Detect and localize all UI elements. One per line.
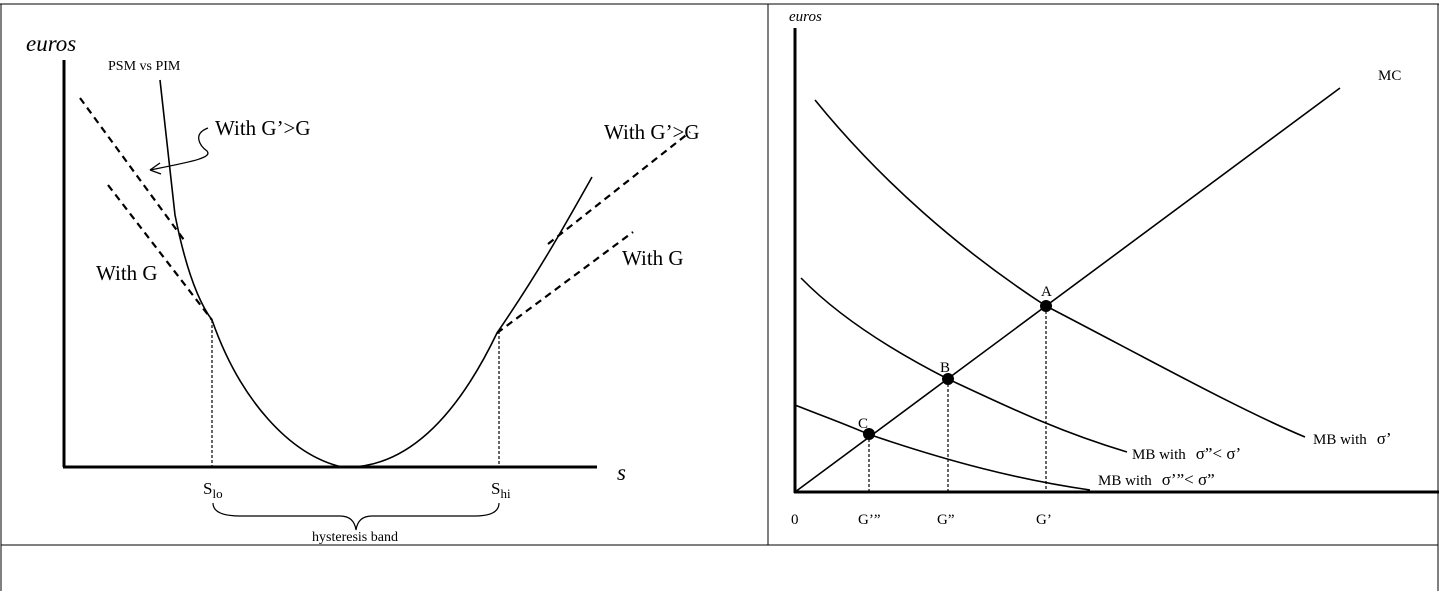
label-upper-left: With G’>G — [215, 116, 311, 140]
label-upper-right: With G’>G — [604, 120, 700, 144]
label-lower-left: With G — [96, 261, 158, 285]
x-tick-g2: G” — [937, 512, 955, 528]
right-curves — [794, 87, 1341, 493]
x-tick-g1: G’ — [1036, 512, 1052, 528]
point-a-label: A — [1041, 284, 1052, 300]
point-c — [863, 428, 875, 440]
mc-line — [794, 87, 1341, 493]
table-frame — [0, 3, 1439, 591]
equilibrium-points — [863, 300, 1052, 440]
mc-label: MC — [1378, 68, 1401, 84]
psm-vs-pim-curve — [159, 79, 593, 468]
tangent-upper-right — [547, 131, 691, 245]
right-axes — [793, 28, 1439, 494]
point-b-label: B — [940, 360, 950, 376]
left-y-axis-label: euros — [26, 31, 76, 56]
left-vertical-guides — [211, 320, 500, 467]
point-a — [1040, 300, 1052, 312]
hysteresis-brace — [212, 502, 500, 531]
right-panel: euros MC A B C MB with σ’ MB with σ”< σ’ M… — [789, 9, 1439, 528]
tick-s-lo: Slo — [203, 479, 223, 501]
left-x-axis-label: s — [617, 460, 626, 485]
mb-label-2: MB with σ”< σ’ — [1132, 444, 1241, 463]
right-y-axis-label: euros — [789, 9, 822, 25]
left-dashed-lines — [79, 97, 691, 334]
mb-label-3: MB with σ’”< σ” — [1098, 470, 1215, 489]
mb-curve-3 — [794, 404, 1091, 491]
left-panel: euros s PSM vs PIM With G’>G With G With… — [26, 31, 700, 545]
tick-s-hi: Shi — [491, 479, 511, 501]
x-tick-g3: G’” — [858, 512, 881, 528]
tangent-lower-left — [107, 184, 213, 321]
mb-curve-1 — [814, 99, 1306, 438]
point-c-label: C — [858, 416, 868, 432]
label-lower-right: With G — [622, 246, 684, 270]
curve-label: PSM vs PIM — [108, 59, 181, 74]
right-vertical-guides — [868, 306, 1047, 492]
band-label: hysteresis band — [312, 530, 398, 545]
tangent-upper-left — [79, 97, 185, 241]
mb-label-1: MB with σ’ — [1313, 429, 1392, 448]
left-axes — [62, 60, 597, 469]
squiggle-arrow-icon — [149, 127, 209, 175]
tangent-lower-right — [496, 231, 634, 334]
origin-label: 0 — [791, 512, 799, 528]
point-b — [942, 373, 954, 385]
